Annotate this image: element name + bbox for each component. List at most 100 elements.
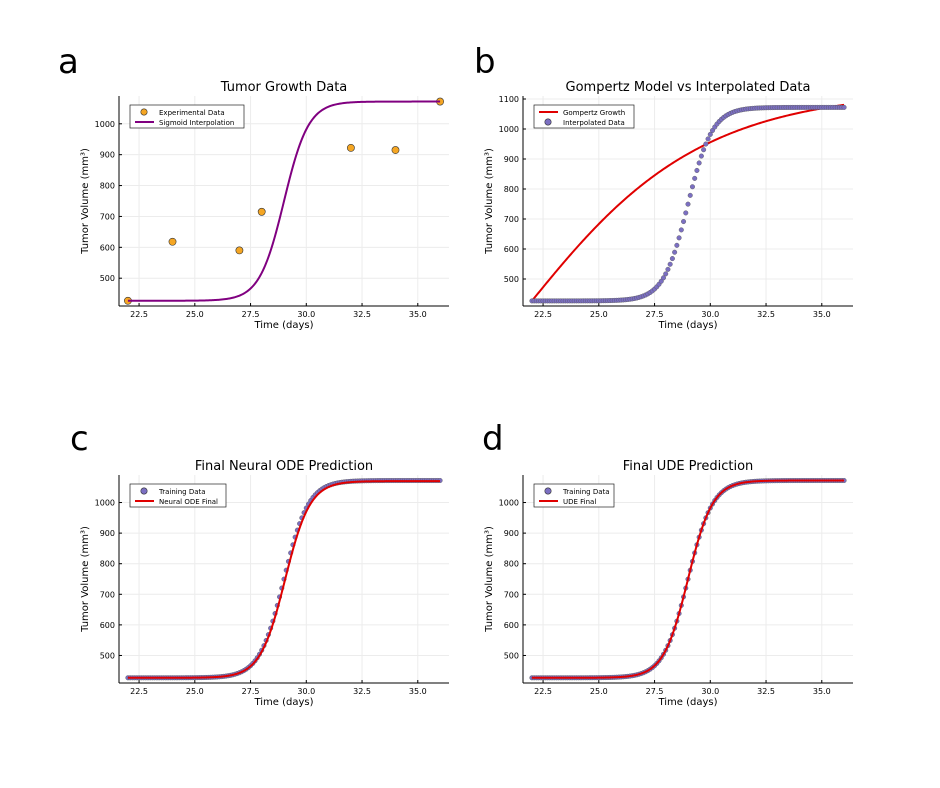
- data-point: [841, 104, 847, 110]
- y-axis-label: Tumor Volume (mm³): [80, 148, 91, 255]
- x-axis-label: Time (days): [657, 697, 717, 708]
- data-point: [685, 201, 691, 207]
- y-tick-label: 800: [504, 185, 519, 194]
- y-tick-label: 1000: [95, 499, 115, 508]
- y-tick-label: 700: [504, 590, 519, 599]
- data-point: [346, 143, 355, 152]
- data-point: [681, 219, 687, 225]
- data-point: [710, 127, 716, 133]
- y-tick-label: 600: [504, 245, 519, 254]
- legend-label: Training Data: [158, 488, 206, 496]
- data-point: [705, 136, 711, 142]
- panel-letter-d: d: [482, 419, 504, 459]
- data-point: [703, 141, 709, 147]
- series-line: [127, 100, 441, 302]
- panel-letter-b: b: [474, 42, 496, 82]
- plot-area: [125, 478, 443, 681]
- legend-box: [533, 104, 635, 129]
- data-point: [669, 256, 675, 262]
- chart-title: Tumor Growth Data: [220, 80, 348, 95]
- x-tick-label: 35.0: [409, 687, 427, 696]
- chart-gompertz-vs-interpolated: Gompertz Model vs Interpolated Data 22.5 2…: [484, 80, 853, 331]
- y-tick-label: 500: [504, 651, 519, 660]
- x-tick-label: 32.5: [353, 687, 371, 696]
- y-tick-label: 800: [504, 560, 519, 569]
- y-tick-label: 500: [504, 275, 519, 284]
- legend-label: Neural ODE Final: [159, 498, 218, 506]
- x-tick-label: 35.0: [813, 310, 831, 319]
- legend-label: UDE Final: [563, 498, 596, 506]
- y-tick-label: 500: [100, 274, 115, 283]
- data-point: [391, 146, 400, 154]
- x-tick-label: 25.0: [186, 687, 204, 696]
- chart-final-neural-ode-prediction: Final Neural ODE Prediction 22.5 25.0 27.5 3…: [80, 459, 449, 708]
- chart-final-ude-prediction: Final UDE Prediction 22.5 25.0 27.5 30.0 32.5…: [484, 459, 853, 708]
- legend-label: Sigmoid Interpolation: [159, 119, 234, 127]
- x-axis-label: Time (days): [657, 320, 717, 331]
- data-point: [658, 278, 664, 284]
- data-point: [257, 207, 266, 216]
- data-point: [663, 271, 669, 277]
- x-tick-label: 27.5: [242, 687, 260, 696]
- x-tick-label: 25.0: [590, 310, 608, 319]
- x-tick-label: 35.0: [409, 310, 427, 319]
- panel-letter-a: a: [58, 42, 79, 82]
- x-tick-label: 25.0: [590, 687, 608, 696]
- plot-area: [124, 97, 444, 305]
- x-tick-label: 22.5: [534, 687, 552, 696]
- plot-area: [529, 103, 847, 304]
- data-point: [168, 237, 177, 246]
- chart-title: Final Neural ODE Prediction: [195, 459, 373, 474]
- data-point: [698, 153, 704, 159]
- data-point: [694, 167, 700, 173]
- y-tick-label: 900: [100, 529, 115, 538]
- y-axis-label: Tumor Volume (mm³): [484, 526, 495, 633]
- x-tick-label: 35.0: [813, 687, 831, 696]
- legend-swatch-marker: [544, 118, 552, 126]
- x-tick-label: 30.0: [701, 310, 719, 319]
- y-axis-label: Tumor Volume (mm³): [484, 148, 495, 255]
- legend-swatch-marker: [140, 487, 148, 495]
- data-point: [672, 249, 678, 255]
- y-tick-label: 500: [100, 651, 115, 660]
- data-point: [696, 160, 702, 166]
- y-tick-label: 1100: [499, 95, 519, 104]
- y-tick-label: 700: [100, 590, 115, 599]
- x-tick-label: 22.5: [130, 310, 148, 319]
- data-point: [687, 192, 693, 198]
- data-point: [235, 246, 244, 255]
- y-tick-label: 900: [504, 529, 519, 538]
- panel-letter-c: c: [70, 419, 89, 459]
- x-axis-label: Time (days): [253, 320, 313, 331]
- data-point: [678, 227, 684, 233]
- y-tick-label: 1000: [499, 125, 519, 134]
- data-point: [707, 131, 713, 137]
- data-point: [692, 175, 698, 181]
- legend-label: Interpolated Data: [563, 119, 625, 127]
- data-point: [660, 275, 666, 281]
- y-tick-label: 600: [100, 243, 115, 252]
- y-tick-label: 900: [100, 151, 115, 160]
- x-tick-label: 25.0: [186, 310, 204, 319]
- x-tick-label: 32.5: [757, 687, 775, 696]
- data-point: [689, 184, 695, 190]
- y-tick-label: 700: [504, 215, 519, 224]
- y-tick-label: 1000: [499, 499, 519, 508]
- x-tick-label: 32.5: [353, 310, 371, 319]
- chart-title: Gompertz Model vs Interpolated Data: [566, 80, 811, 95]
- x-tick-label: 22.5: [130, 687, 148, 696]
- y-tick-label: 600: [100, 621, 115, 630]
- data-point: [667, 261, 673, 267]
- legend-label: Gompertz Growth: [563, 109, 625, 117]
- legend-label: Training Data: [562, 488, 610, 496]
- x-tick-label: 27.5: [646, 687, 664, 696]
- x-tick-label: 27.5: [242, 310, 260, 319]
- x-tick-label: 30.0: [297, 687, 315, 696]
- x-axis-label: Time (days): [253, 697, 313, 708]
- x-tick-label: 30.0: [701, 687, 719, 696]
- data-point: [676, 235, 682, 241]
- data-point: [683, 210, 689, 216]
- y-tick-label: 700: [100, 212, 115, 221]
- legend-label: Experimental Data: [159, 109, 225, 117]
- x-tick-label: 27.5: [646, 310, 664, 319]
